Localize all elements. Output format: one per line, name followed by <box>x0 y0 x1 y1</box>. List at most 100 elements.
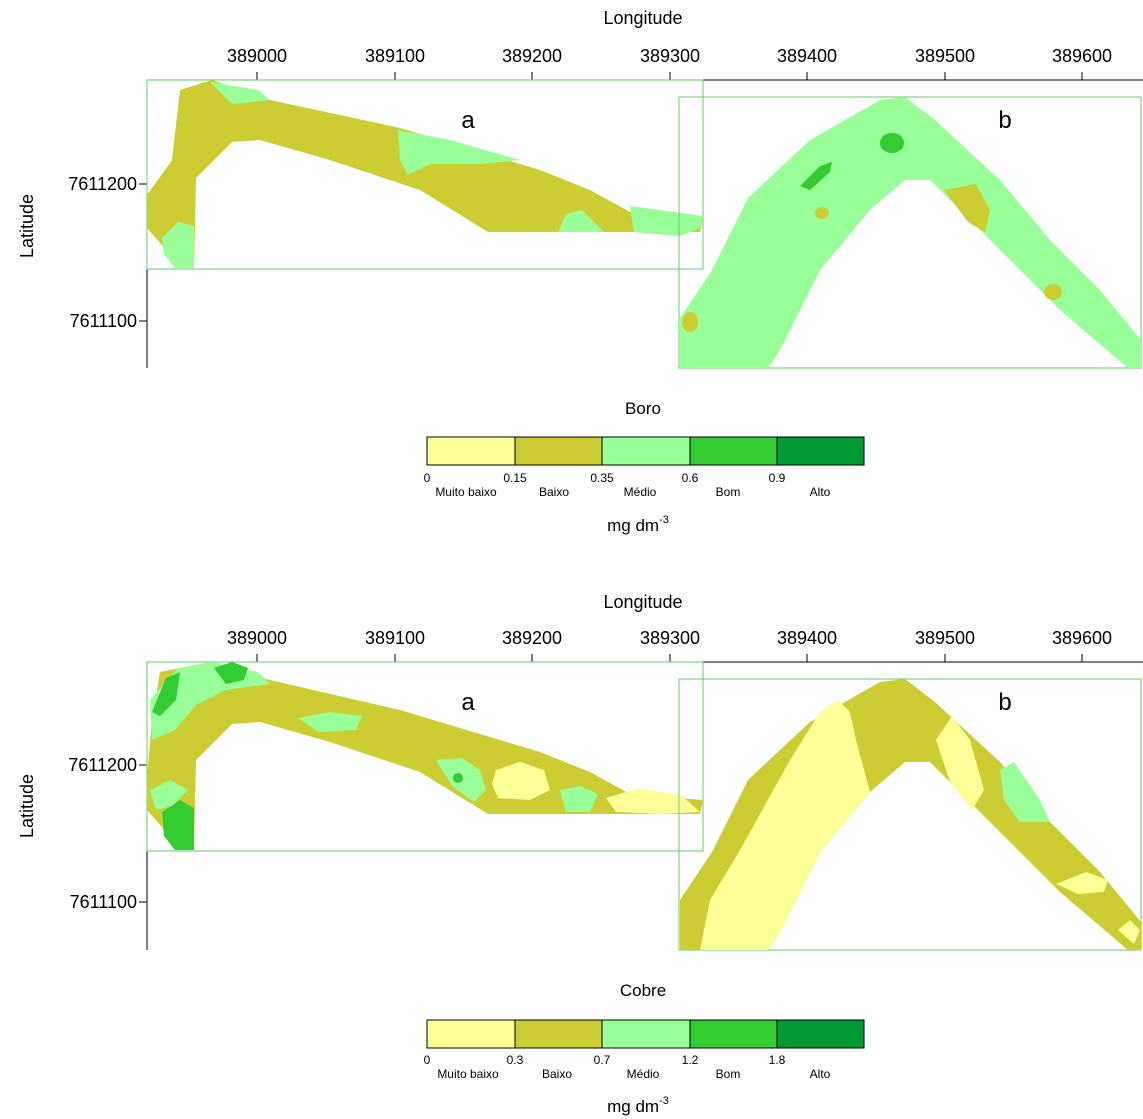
cobre-b-medio-zone <box>1000 762 1050 822</box>
cobre-a-medio-zone <box>150 662 270 740</box>
legend-unit-base: mg dm <box>607 516 659 535</box>
x-tick-label: 389200 <box>502 46 562 66</box>
x-tick-label: 389000 <box>227 628 287 648</box>
cobre-b-muito-baixo-zone <box>1056 872 1108 894</box>
legend-unit-base: mg dm <box>607 1097 659 1116</box>
legend-class-label: Alto <box>810 1067 831 1081</box>
cobre-a-medio-zone <box>560 786 598 812</box>
cobre-map: Longitude Latitude 389000 389100 389200 … <box>17 592 1143 1116</box>
boro-a-baixo-zone <box>147 80 703 268</box>
legend-edge-label: 0.9 <box>769 471 786 485</box>
legend-class-label: Muito baixo <box>435 485 497 499</box>
x-tick-label: 389100 <box>365 628 425 648</box>
legend-class-label: Muito baixo <box>437 1067 499 1081</box>
legend-class-label: Médio <box>624 485 657 499</box>
cobre-a-baixo-zone <box>147 662 703 850</box>
legend-unit-exponent: -3 <box>659 514 669 526</box>
legend-class-label: Baixo <box>539 485 569 499</box>
cobre-b-muito-baixo-zone <box>936 716 984 810</box>
panel-a-label: a <box>461 107 475 134</box>
panel-b-label: b <box>998 107 1011 134</box>
boro-b-bom-zone <box>800 162 832 190</box>
y-tick-label: 7611200 <box>68 755 137 775</box>
x-tick-label: 389200 <box>502 628 562 648</box>
cobre-a-bom-zone <box>152 672 180 716</box>
legend-edge-label: 0 <box>424 1053 431 1067</box>
legend-edge-label: 0.7 <box>594 1053 611 1067</box>
y-tick-label: 7611100 <box>70 892 137 912</box>
legend-edge-label: 1.8 <box>769 1053 786 1067</box>
x-axis-title: Longitude <box>603 592 682 612</box>
legend-edge-label: 1.2 <box>682 1053 699 1067</box>
x-tick-label: 389600 <box>1052 628 1112 648</box>
x-tick-label: 389400 <box>777 628 837 648</box>
x-tick-label: 389400 <box>777 46 837 66</box>
x-tick-label: 389500 <box>915 46 975 66</box>
cobre-b-baixo-zone <box>680 900 696 946</box>
legend-class-label: Bom <box>716 1067 741 1081</box>
x-axis-title: Longitude <box>603 8 682 28</box>
boro-a-medio-zone <box>210 82 270 104</box>
legend-swatch-alto <box>776 1019 865 1049</box>
panel-a-frame <box>146 661 704 852</box>
cobre-a-medio-zone <box>298 712 362 732</box>
legend-class-label: Bom <box>716 485 741 499</box>
legend-swatch-baixo <box>514 1019 603 1049</box>
legend-unit: mg dm-3 <box>607 1095 669 1116</box>
boro-b-medio-zone <box>680 97 1141 368</box>
x-tick-label: 389300 <box>640 46 700 66</box>
y-tick-label: 7611100 <box>70 311 137 331</box>
x-tick-label: 389300 <box>640 628 700 648</box>
boro-a-medio-zone <box>398 130 520 175</box>
boro-map: Longitude Latitude 389000 389100 389200 … <box>17 8 1143 535</box>
legend-swatch-medio <box>601 436 691 466</box>
legend-title: Boro <box>625 399 661 418</box>
y-tick-label: 7611200 <box>68 174 137 194</box>
legend-edge-label: 0.6 <box>682 471 699 485</box>
legend-swatch-bom <box>689 1019 778 1049</box>
panel-b-frame <box>678 96 1142 369</box>
cobre-legend: Cobre 0 0.3 0.7 1.2 1.8 Muito baixo Baix… <box>424 981 865 1116</box>
legend-class-label: Médio <box>627 1067 660 1081</box>
x-tick-label: 389600 <box>1052 46 1112 66</box>
legend-swatch-alto <box>776 436 865 466</box>
legend-swatch-medio <box>601 1019 691 1049</box>
legend-class-label: Baixo <box>542 1067 572 1081</box>
x-tick-label: 389000 <box>227 46 287 66</box>
legend-class-label: Alto <box>810 485 831 499</box>
y-axis-title: Latitude <box>17 774 37 838</box>
boro-b-baixo-zone <box>1044 284 1062 300</box>
legend-swatch-muito-baixo <box>426 436 516 466</box>
cobre-b-muito-baixo-zone <box>1118 920 1140 944</box>
cobre-a-bom-zone <box>453 773 463 783</box>
cobre-a-muito-baixo-zone <box>492 762 550 800</box>
cobre-a-medio-zone <box>150 780 188 810</box>
x-tick-label: 389100 <box>365 46 425 66</box>
cobre-a-bom-zone <box>214 662 248 684</box>
legend-edge-label: 0.35 <box>590 471 614 485</box>
boro-legend: Boro 0 0.15 0.35 0.6 0.9 Muito baixo Bai… <box>424 399 865 535</box>
panel-a-label: a <box>461 689 475 716</box>
legend-edge-label: 0.3 <box>507 1053 524 1067</box>
boro-b-baixo-zone <box>815 207 829 219</box>
legend-swatch-baixo <box>514 436 603 466</box>
legend-edge-label: 0 <box>424 471 431 485</box>
boro-b-bom-zone <box>880 133 904 153</box>
boro-b-baixo-zone <box>682 312 698 332</box>
legend-unit-exponent: -3 <box>659 1095 669 1107</box>
cobre-a-muito-baixo-zone <box>606 788 700 814</box>
legend-swatch-bom <box>689 436 778 466</box>
x-tick-label: 389500 <box>915 628 975 648</box>
panel-b-frame <box>678 678 1142 951</box>
legend-title: Cobre <box>620 981 666 1000</box>
legend-swatch-muito-baixo <box>426 1019 516 1049</box>
legend-edge-label: 0.15 <box>503 471 527 485</box>
boro-b-baixo-zone <box>944 184 990 232</box>
boro-a-medio-zone <box>162 222 194 268</box>
legend-unit: mg dm-3 <box>607 514 669 535</box>
panel-b-label: b <box>998 689 1011 716</box>
cobre-b-muito-baixo-zone <box>700 700 870 950</box>
y-axis-title: Latitude <box>17 194 37 258</box>
